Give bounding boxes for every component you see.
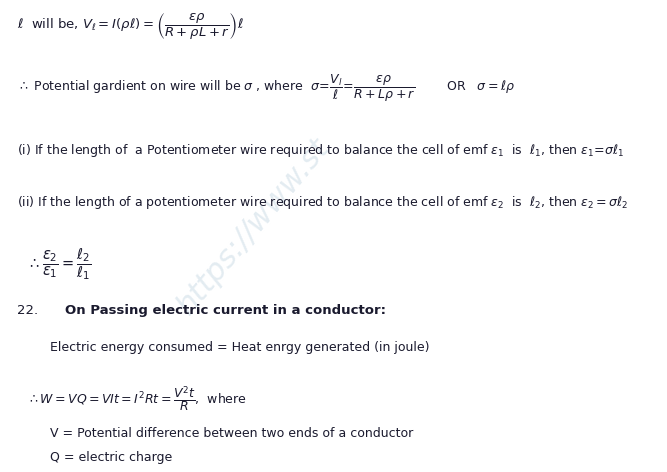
Text: (i) If the length of  a Potentiometer wire required to balance the cell of emf $: (i) If the length of a Potentiometer wir… — [17, 142, 624, 159]
Text: https://www.st: https://www.st — [171, 133, 336, 320]
Text: On Passing electric current in a conductor:: On Passing electric current in a conduct… — [65, 304, 386, 318]
Text: $\therefore\dfrac{\varepsilon_2}{\varepsilon_1}=\dfrac{\ell_2}{\ell_1}$: $\therefore\dfrac{\varepsilon_2}{\vareps… — [27, 246, 91, 282]
Text: Q = electric charge: Q = electric charge — [50, 451, 172, 464]
Text: $\therefore$ Potential gardient on wire will be $\sigma$ , where  $\sigma\!=\!\d: $\therefore$ Potential gardient on wire … — [17, 73, 515, 104]
Text: 22.: 22. — [17, 304, 38, 318]
Text: $\therefore W=VQ=VIt=I^2Rt=\dfrac{V^2t}{R}$,  where: $\therefore W=VQ=VIt=I^2Rt=\dfrac{V^2t}{… — [27, 385, 247, 414]
Text: $\ell$  will be, $V_\ell =I(\rho\ell)=\left(\dfrac{\varepsilon\rho}{R+\rho L+r}\: $\ell$ will be, $V_\ell =I(\rho\ell)=\le… — [17, 12, 243, 42]
Text: Electric energy consumed = Heat enrgy generated (in joule): Electric energy consumed = Heat enrgy ge… — [50, 341, 430, 354]
Text: (ii) If the length of a potentiometer wire required to balance the cell of emf $: (ii) If the length of a potentiometer wi… — [17, 194, 628, 211]
Text: V = Potential difference between two ends of a conductor: V = Potential difference between two end… — [50, 427, 414, 440]
